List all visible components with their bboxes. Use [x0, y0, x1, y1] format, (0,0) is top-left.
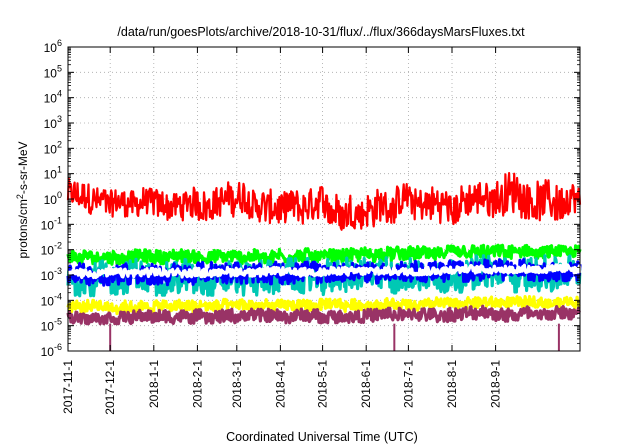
- x-axis-label: Coordinated Universal Time (UTC): [226, 430, 418, 444]
- y-axis-label-sup: 2: [15, 194, 25, 199]
- y-tick-label-exponent: 5: [57, 63, 62, 73]
- x-tick-label: 2017-11-1: [61, 360, 75, 414]
- series-line: [66, 304, 581, 326]
- y-tick-label-base: 10: [41, 345, 55, 359]
- y-axis-label-rest: -s-sr-MeV: [16, 141, 30, 194]
- y-tick-label-exponent: -3: [54, 266, 62, 276]
- x-tick-label: 2018-2-1: [190, 360, 204, 408]
- y-tick-label: 100: [44, 190, 62, 207]
- series-line: [66, 295, 581, 316]
- y-tick-label-base: 10: [41, 244, 55, 258]
- y-tick-label-exponent: 2: [57, 139, 62, 149]
- y-tick-label-exponent: 3: [57, 114, 62, 124]
- y-tick-label: 105: [44, 63, 62, 80]
- y-tick-label: 10-5: [41, 317, 62, 334]
- y-tick-label-base: 10: [41, 320, 55, 334]
- x-tick-label: 2018-6-1: [359, 360, 373, 408]
- y-tick-label-base: 10: [44, 142, 58, 156]
- y-tick-label: 10-1: [41, 215, 62, 232]
- x-tick-label: 2018-4-1: [273, 360, 287, 408]
- y-tick-label-exponent: -5: [54, 317, 62, 327]
- x-tick-label: 2018-7-1: [401, 360, 415, 408]
- y-tick-label-base: 10: [44, 193, 58, 207]
- series-line: [66, 172, 582, 231]
- y-tick-label-exponent: -1: [54, 215, 62, 225]
- y-tick-label-base: 10: [41, 218, 55, 232]
- x-tick-label: 2017-12-1: [103, 360, 117, 415]
- x-tick-label: 2018-9-1: [489, 360, 503, 408]
- x-tick-label: 2018-8-1: [445, 360, 459, 408]
- x-tick-label: 2018-3-1: [230, 360, 244, 408]
- y-axis-label: protons/cm2-s-sr-MeV: [15, 141, 30, 258]
- chart-title: /data/run/goesPlots/archive/2018-10-31/f…: [117, 25, 525, 39]
- y-tick-label: 101: [44, 165, 62, 182]
- y-tick-label-base: 10: [44, 92, 58, 106]
- y-tick-label-base: 10: [44, 66, 58, 80]
- y-tick-label: 10-4: [41, 291, 62, 308]
- y-tick-label-exponent: -2: [54, 241, 62, 251]
- y-tick-label-base: 10: [44, 41, 58, 55]
- y-tick-label-exponent: 0: [57, 190, 62, 200]
- y-tick-label-exponent: -6: [54, 342, 62, 352]
- y-axis-ticks: 10-610-510-410-310-210-11001011021031041…: [41, 38, 580, 359]
- y-tick-label-base: 10: [44, 168, 58, 182]
- y-tick-label-exponent: 1: [57, 165, 62, 175]
- y-tick-label-base: 10: [41, 294, 55, 308]
- y-tick-label-exponent: 6: [57, 38, 62, 48]
- y-axis-label-base: protons/cm: [16, 199, 30, 258]
- y-tick-label: 106: [44, 38, 62, 55]
- y-tick-label-exponent: -4: [54, 291, 62, 301]
- x-tick-label: 2018-1-1: [147, 360, 161, 408]
- y-tick-label-base: 10: [44, 117, 58, 131]
- y-tick-label: 10-6: [41, 342, 62, 359]
- x-tick-label: 2018-5-1: [316, 360, 330, 408]
- series-layer: [66, 172, 582, 351]
- y-tick-label-exponent: 4: [57, 89, 62, 99]
- y-tick-label: 102: [44, 139, 62, 156]
- series-line: [66, 243, 582, 266]
- x-axis-ticks: 2017-11-1 2017-12-1 2018-1-1 2018-2-1 2018-3…: [61, 47, 503, 415]
- series-line: [67, 263, 582, 280]
- y-tick-label-base: 10: [41, 269, 55, 283]
- y-tick-label: 10-2: [41, 241, 62, 258]
- y-tick-label: 10-3: [41, 266, 62, 283]
- y-tick-label: 103: [44, 114, 62, 131]
- y-tick-label: 104: [44, 89, 62, 106]
